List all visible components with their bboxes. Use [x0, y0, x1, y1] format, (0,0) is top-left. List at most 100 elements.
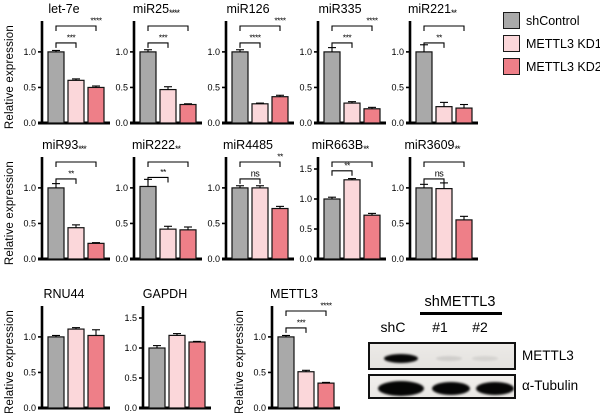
blot-lane-label-shc: shC	[380, 319, 406, 335]
chart-mir335: miR335 0.0 0.5 1.0 *** ****	[294, 2, 386, 138]
chart-title: RNU44	[43, 287, 85, 301]
bar-shcontrol	[277, 336, 295, 409]
chart-mir221: miR221** 0.0 0.5 1.0 **	[386, 2, 478, 138]
significance-stars: **	[344, 160, 351, 170]
y-tick-label: 0.5	[207, 83, 220, 93]
blot-band--tubulin-lane-1	[378, 381, 424, 396]
bar-shcontrol	[415, 187, 433, 260]
bar-mettl3-kd1	[251, 187, 269, 260]
y-tick-label: 0.0	[115, 118, 128, 128]
chart-mir126: miR126 0.0 0.5 1.0 **** ****	[202, 2, 294, 138]
blot-panel-tubulin	[368, 374, 516, 399]
significance-bracket	[331, 42, 353, 48]
chart-let-7e: Relative expression let-7e 0.0 0.5 1.0 *** ***…	[2, 2, 110, 138]
significance-stars: **	[175, 144, 181, 154]
significance-stars: **	[454, 144, 461, 154]
bar-mettl3-kd2	[271, 207, 289, 260]
bar-mettl3-kd1	[343, 179, 361, 260]
bar-plot: 0.00.51.0*******	[253, 301, 340, 413]
y-tick-label: 0.0	[299, 254, 312, 264]
bar-mettl3-kd1	[168, 334, 186, 409]
blot-lane-label-1: #1	[432, 319, 448, 335]
blot-row-label-mettl3: METTL3	[522, 348, 574, 363]
significance-bracket	[55, 178, 77, 184]
blot-header-underline	[420, 312, 502, 315]
significance-stars: **	[277, 153, 284, 162]
y-tick-label: 0.5	[124, 373, 137, 383]
significance-bracket	[239, 42, 261, 48]
significance-bracket	[147, 42, 169, 48]
y-tick-label: 1.0	[207, 47, 220, 57]
bar-mettl3-kd2	[363, 108, 381, 124]
significance-bracket	[423, 161, 465, 167]
significance-bracket	[147, 25, 189, 31]
y-tick-label: 0.5	[23, 368, 36, 378]
chart-mir3609: miR3609** 0.0 0.5 1.0 ns	[386, 138, 478, 274]
blot-panel-mettl3	[368, 342, 516, 370]
bar-mettl3-kd2	[363, 214, 381, 260]
legend-label: METTL3 KD1	[526, 36, 600, 51]
bar-plot: 0.0 0.5 1.0 1.5	[124, 306, 211, 413]
significance-stars: ****	[249, 32, 261, 42]
significance-stars: ***	[159, 32, 169, 42]
blot-band--tubulin-lane-3	[476, 382, 514, 395]
y-tick-label: 1.0	[391, 183, 404, 193]
chart-title: miR663B**	[311, 138, 369, 154]
significance-stars: **	[68, 168, 75, 178]
bar-plot: 0.0 0.5 1.0 1.5 **	[299, 157, 386, 264]
significance-stars: ****	[274, 17, 286, 26]
chart-title: miR335	[318, 2, 362, 16]
y-tick-label: 0.5	[253, 368, 266, 378]
y-tick-label: 1.0	[299, 47, 312, 57]
bar-shcontrol	[139, 185, 157, 260]
bar-mettl3-kd2	[87, 242, 105, 260]
significance-bracket	[423, 42, 445, 48]
y-tick-label: 0.0	[23, 118, 36, 128]
significance-stars: ****	[320, 302, 332, 311]
significance-bracket	[55, 161, 97, 167]
y-tick-label: 1.0	[391, 47, 404, 57]
y-tick-label: 0.5	[391, 83, 404, 93]
y-tick-label: 0.5	[391, 219, 404, 229]
y-tick-label: 0.0	[124, 403, 137, 413]
significance-stars: ****	[366, 17, 378, 26]
chart-row-1: Relative expression let-7e 0.0 0.5 1.0 *** ***…	[2, 2, 478, 138]
bar-shcontrol	[323, 198, 341, 260]
bar-shcontrol	[323, 51, 341, 124]
legend-item-mettl3-kd1: METTL3 KD1	[503, 35, 600, 52]
bar-mettl3-kd2	[271, 96, 289, 124]
bar-mettl3-kd2	[179, 103, 197, 124]
bar-plot: 0.0 0.5 1.0	[23, 306, 110, 413]
bar-mettl3-kd2	[179, 229, 197, 260]
significance-bracket	[331, 170, 353, 176]
legend-label: METTL3 KD2	[526, 59, 600, 74]
y-tick-label: 0.5	[115, 83, 128, 93]
significance-bracket	[285, 327, 307, 333]
bar-mettl3-kd2	[87, 86, 105, 124]
y-tick-label: 1.0	[23, 332, 36, 342]
bar-shcontrol	[148, 347, 166, 409]
y-tick-label: 0.0	[391, 254, 404, 264]
legend: shControl METTL3 KD1 METTL3 KD2	[503, 12, 600, 81]
bar-mettl3-kd1	[159, 88, 177, 124]
bar-shcontrol	[231, 51, 249, 124]
significance-stars: **	[436, 32, 443, 42]
y-tick-label: 0.0	[207, 118, 220, 128]
bar-mettl3-kd1	[159, 228, 177, 260]
legend-label: shControl	[526, 13, 580, 28]
blot-band-mettl3-lane-1	[384, 354, 418, 363]
significance-stars: ***	[297, 317, 307, 327]
y-tick-label: 1.5	[299, 164, 312, 174]
significance-bracket	[239, 161, 281, 167]
bar-mettl3-kd2	[87, 334, 105, 409]
y-tick-label: 1.0	[124, 343, 137, 353]
y-tick-label: 0.5	[115, 219, 128, 229]
y-tick-label: 1.0	[115, 47, 128, 57]
bar-plot: 0.0 0.5 1.0 ***	[115, 21, 202, 128]
bar-mettl3-kd1	[343, 102, 361, 124]
blot-lane-label-2: #2	[472, 319, 488, 335]
bar-plot: 0.00.51.0*******	[299, 16, 386, 128]
y-tick-label: 0.0	[299, 118, 312, 128]
significance-bracket	[147, 176, 169, 183]
